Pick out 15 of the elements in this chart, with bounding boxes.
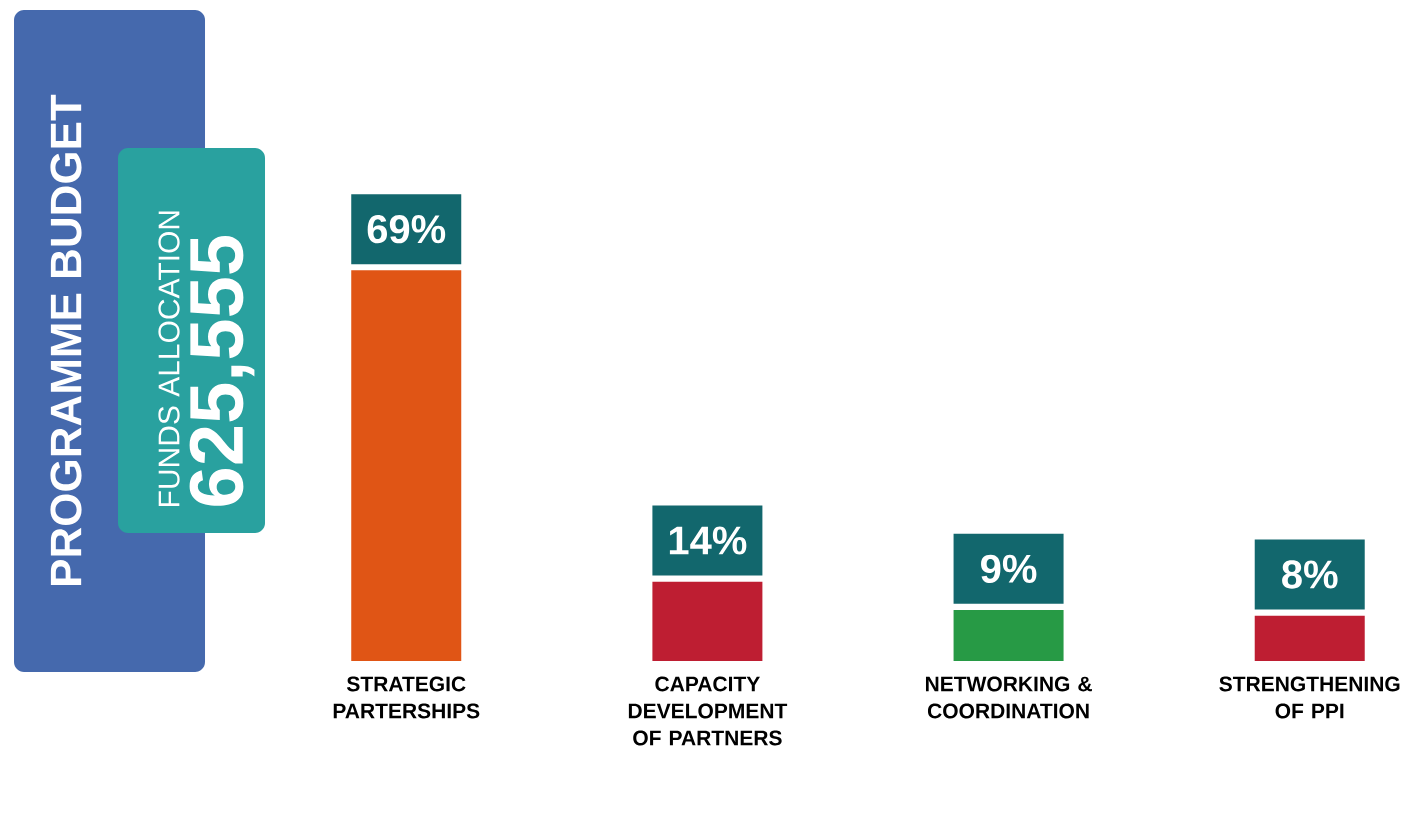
x-tick-label: CAPACITY DEVELOPMENT OF PARTNERS <box>628 676 788 746</box>
x-tick-label: NETWORKING & COORDINATION <box>925 676 1092 719</box>
text: 625,555 <box>189 235 255 506</box>
text: FUNDS ALLOCATION <box>158 211 180 506</box>
data-label: 9% <box>981 554 1037 583</box>
data-label: 69% <box>367 214 446 244</box>
bar <box>652 581 763 661</box>
bar <box>1254 615 1365 661</box>
data-label: 14% <box>669 526 747 555</box>
x-tick-label: STRENGTHENING OF PPI <box>1219 676 1400 719</box>
bar <box>953 610 1064 661</box>
bar <box>351 270 462 661</box>
text: PROGRAMME BUDGET <box>50 94 82 585</box>
data-label: 8% <box>1282 560 1338 589</box>
x-tick-label: STRATEGIC PARTERSHIPS <box>333 676 480 719</box>
